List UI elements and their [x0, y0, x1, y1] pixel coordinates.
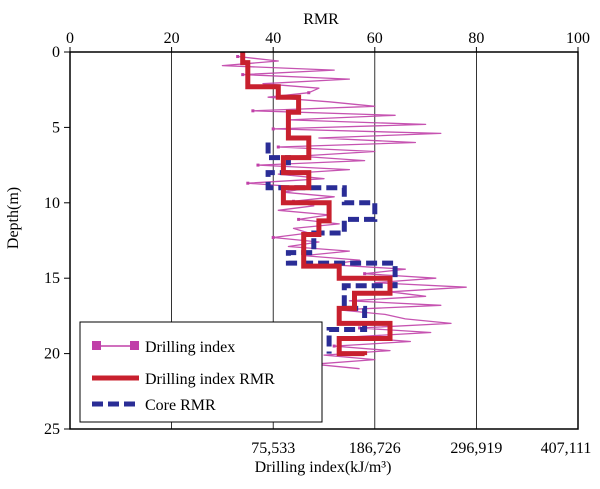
drilling-index-point-40 — [271, 235, 275, 239]
drilling-index-point-28 — [246, 181, 250, 185]
drilling-index-point-0 — [236, 55, 240, 59]
legend-drilling-index-rmr-label: Drilling index RMR — [145, 371, 275, 388]
drilling-index-point-12 — [251, 109, 255, 113]
drilling-index-point-60 — [358, 326, 362, 330]
legend-drilling-index-marker-left — [92, 341, 101, 350]
legend: Drilling index Drilling index RMR Core R… — [79, 321, 323, 423]
y-axis-title: Depth(m) — [5, 187, 22, 249]
bottom-tick-label-0: 75,533 — [251, 440, 295, 457]
drilling-index-point-4 — [241, 73, 245, 77]
top-tick-label-100: 100 — [566, 30, 590, 47]
legend-item-drilling-index-rmr: Drilling index RMR — [92, 371, 275, 388]
y-tick-label-5: 5 — [52, 119, 60, 136]
top-tick-label-80: 80 — [468, 30, 484, 47]
drilling-index-point-20 — [276, 145, 280, 149]
top-tick-label-0: 0 — [66, 30, 74, 47]
series-drilling-index-rmr — [240, 52, 393, 357]
legend-box — [79, 321, 323, 423]
axis-layer: 0 20 40 60 80 100 0 5 10 15 20 25 75,533 186,726 296,9… — [44, 30, 591, 457]
drilling-index-point-36 — [297, 217, 301, 221]
drilling-index-point-16 — [271, 127, 275, 131]
series-layer — [221, 52, 467, 370]
drilling-index-point-64 — [332, 344, 336, 348]
top-tick-label-40: 40 — [265, 30, 281, 47]
legend-item-core-rmr: Core RMR — [92, 397, 216, 414]
y-tick-label-20: 20 — [44, 346, 60, 363]
legend-drilling-index-label: Drilling index — [145, 339, 235, 356]
legend-drilling-index-marker-right — [130, 341, 139, 350]
legend-item-drilling-index: Drilling index — [92, 339, 235, 356]
drilling-index-point-48 — [363, 272, 367, 276]
bottom-tick-label-3: 407,111 — [541, 440, 592, 457]
series-drilling-index — [221, 55, 467, 370]
top-axis-title: RMR — [303, 11, 339, 28]
top-tick-label-60: 60 — [367, 30, 383, 47]
bottom-tick-label-2: 296,919 — [450, 440, 502, 457]
drilling-index-point-24 — [256, 163, 260, 167]
y-tick-label-15: 15 — [44, 270, 60, 287]
plot-frame — [69, 51, 579, 430]
y-tick-label-0: 0 — [52, 44, 60, 61]
y-tick-label-25: 25 — [44, 421, 60, 438]
drilling-index-point-8 — [307, 91, 311, 95]
bottom-axis-title: Drilling index(kJ/m³) — [255, 459, 392, 476]
legend-core-rmr-label: Core RMR — [145, 397, 216, 414]
y-tick-label-10: 10 — [44, 195, 60, 212]
bottom-tick-label-1: 186,726 — [349, 440, 401, 457]
top-tick-label-20: 20 — [164, 30, 180, 47]
